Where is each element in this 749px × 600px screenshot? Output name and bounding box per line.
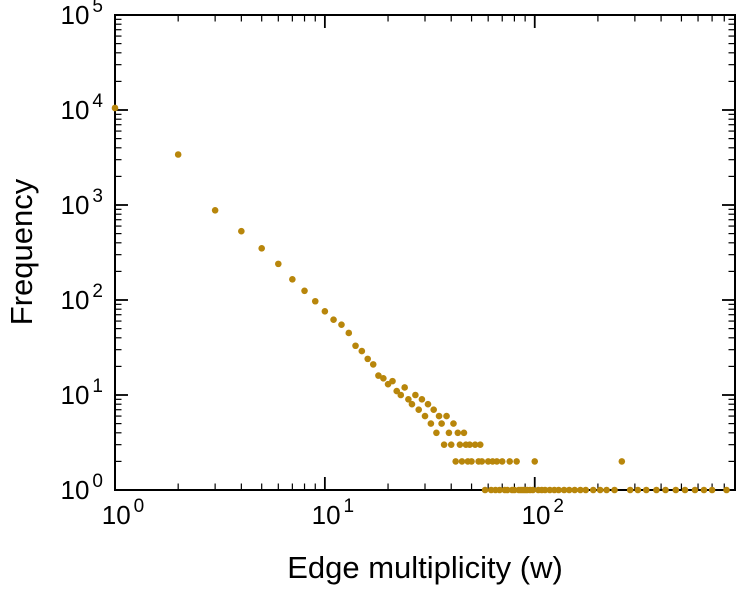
data-point bbox=[513, 458, 520, 465]
y-tick-label: 10 4 bbox=[61, 91, 104, 125]
data-point bbox=[447, 441, 455, 448]
data-point bbox=[634, 486, 642, 494]
data-point bbox=[301, 287, 308, 295]
data-point bbox=[445, 429, 453, 437]
data-point bbox=[460, 429, 468, 437]
data-point bbox=[424, 400, 432, 408]
data-point bbox=[642, 486, 650, 494]
data-point bbox=[430, 406, 437, 414]
data-point bbox=[611, 486, 618, 494]
data-point bbox=[438, 420, 445, 427]
data-point bbox=[345, 329, 353, 337]
x-tick-label: 10 1 bbox=[312, 496, 355, 530]
data-point bbox=[531, 458, 539, 465]
data-point bbox=[435, 412, 443, 420]
y-tick-label: 10 1 bbox=[61, 376, 104, 410]
data-point bbox=[456, 441, 464, 448]
data-point bbox=[111, 104, 119, 112]
data-point bbox=[321, 308, 329, 315]
data-point bbox=[471, 441, 479, 448]
data-point bbox=[560, 486, 568, 494]
data-point bbox=[358, 347, 366, 355]
data-point bbox=[546, 486, 554, 494]
data-point bbox=[708, 486, 716, 494]
data-point bbox=[458, 458, 466, 465]
data-point bbox=[691, 486, 699, 494]
data-point bbox=[338, 321, 345, 328]
data-point bbox=[662, 486, 669, 494]
data-point bbox=[672, 486, 680, 494]
data-point bbox=[421, 412, 429, 420]
data-point bbox=[468, 458, 475, 465]
data-point bbox=[393, 387, 401, 395]
data-point bbox=[389, 377, 396, 385]
data-point bbox=[238, 227, 245, 235]
data-point bbox=[364, 355, 372, 363]
data-point bbox=[493, 458, 501, 465]
data-point bbox=[582, 486, 590, 494]
data-point bbox=[174, 151, 182, 158]
data-point bbox=[415, 406, 423, 414]
data-point bbox=[541, 486, 549, 494]
data-point bbox=[466, 441, 474, 448]
data-point bbox=[496, 486, 503, 494]
data-point bbox=[311, 297, 319, 305]
data-point bbox=[369, 361, 377, 368]
y-tick-label: 10 2 bbox=[61, 281, 104, 315]
data-point bbox=[618, 458, 626, 465]
data-point bbox=[289, 276, 296, 283]
x-tick-label: 10 2 bbox=[521, 496, 564, 530]
y-tick-label: 10 5 bbox=[61, 0, 104, 30]
data-point bbox=[478, 458, 486, 465]
data-point bbox=[352, 342, 359, 350]
data-point bbox=[577, 486, 584, 494]
data-point bbox=[433, 429, 440, 437]
data-point bbox=[258, 245, 265, 252]
data-point bbox=[405, 396, 412, 403]
data-point bbox=[454, 429, 462, 437]
y-axis-title: Frequency bbox=[4, 178, 39, 325]
data-point bbox=[529, 486, 537, 494]
data-point bbox=[481, 486, 489, 494]
data-point bbox=[498, 458, 506, 465]
data-point bbox=[555, 486, 562, 494]
data-point bbox=[653, 486, 660, 494]
plot-area: 10 0 10 1 10 2 10 0 10 1 10 2 10 3 10 4 10 5 bbox=[61, 0, 736, 530]
data-point bbox=[401, 384, 408, 391]
data-point bbox=[565, 486, 573, 494]
data-point bbox=[700, 486, 708, 494]
data-point bbox=[723, 486, 730, 494]
data-point bbox=[380, 374, 387, 382]
data-point bbox=[418, 396, 426, 403]
data-point bbox=[211, 206, 219, 214]
data-point bbox=[427, 420, 435, 427]
data-point bbox=[626, 486, 634, 494]
data-point bbox=[443, 412, 450, 420]
data-point bbox=[375, 372, 382, 379]
x-axis-title: Edge multiplicity (w) bbox=[287, 550, 563, 585]
data-point bbox=[476, 441, 484, 448]
data-point bbox=[275, 260, 282, 268]
data-point bbox=[450, 420, 457, 427]
data-point bbox=[412, 391, 419, 399]
data-point bbox=[452, 458, 459, 465]
data-point bbox=[440, 441, 448, 448]
data-point bbox=[603, 486, 610, 494]
y-tick-label: 10 0 bbox=[61, 471, 104, 505]
data-point bbox=[681, 486, 689, 494]
data-point bbox=[571, 486, 578, 494]
data-point bbox=[589, 486, 597, 494]
data-point bbox=[397, 391, 405, 399]
data-point bbox=[596, 486, 604, 494]
data-point bbox=[503, 486, 511, 494]
data-point bbox=[506, 458, 514, 465]
x-tick-label: 10 0 bbox=[102, 496, 145, 530]
data-point bbox=[408, 400, 416, 408]
y-tick-label: 10 3 bbox=[61, 186, 104, 220]
data-point bbox=[330, 316, 337, 324]
